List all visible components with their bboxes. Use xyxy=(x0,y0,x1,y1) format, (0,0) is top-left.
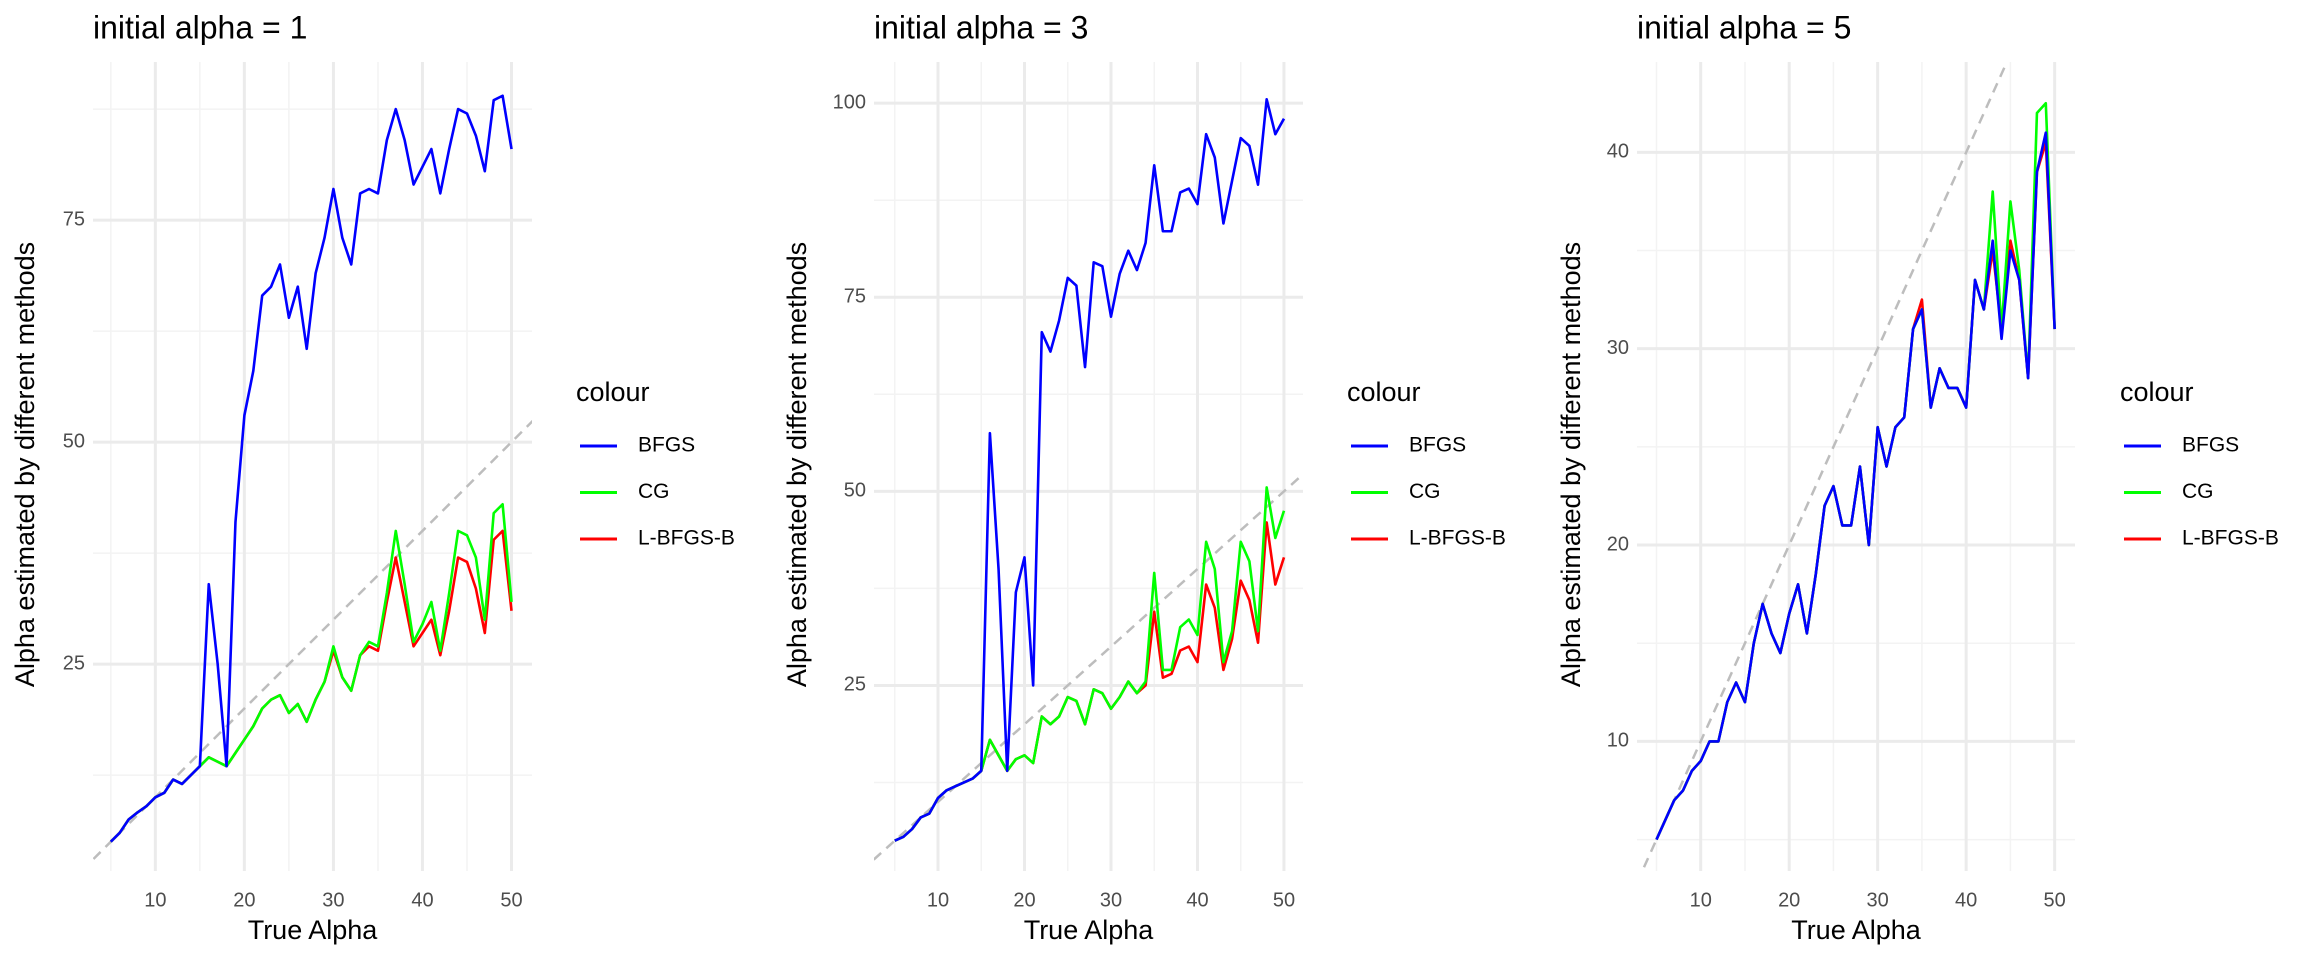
legend-title: colour xyxy=(1347,377,1421,407)
x-axis-label: True Alpha xyxy=(248,915,379,945)
legend-label: BFGS xyxy=(1409,434,1466,457)
x-tick-label: 20 xyxy=(1013,889,1035,911)
series-line xyxy=(1655,101,2056,841)
reference-line xyxy=(93,419,532,862)
panel: 10 20 30 40 50 25 50 75 initial alpha = 1 True Al… xyxy=(10,9,735,945)
y-tick-label: 40 xyxy=(1607,141,1629,163)
x-tick-label: 30 xyxy=(322,889,344,911)
y-tick-label: 30 xyxy=(1607,337,1629,359)
legend-label: L-BFGS-B xyxy=(1409,527,1506,550)
y-tick-label: 10 xyxy=(1607,730,1629,752)
chart-title: initial alpha = 1 xyxy=(93,9,307,45)
chart-title: initial alpha = 3 xyxy=(874,9,1088,45)
legend-title: colour xyxy=(2120,377,2194,407)
x-tick-label: 10 xyxy=(1690,889,1712,911)
legend-label: CG xyxy=(638,480,670,503)
x-tick-label: 10 xyxy=(927,889,949,911)
x-tick-label: 40 xyxy=(411,889,433,911)
x-tick-label: 20 xyxy=(233,889,255,911)
chart-title: initial alpha = 5 xyxy=(1637,9,1851,45)
y-tick-label: 25 xyxy=(844,674,866,696)
y-axis-label: Alpha estimated by different methods xyxy=(10,242,40,687)
y-tick-label: 50 xyxy=(844,480,866,502)
series-line xyxy=(1655,131,2056,841)
y-axis-label: Alpha estimated by different methods xyxy=(782,242,812,687)
panel: 10 20 30 40 50 10 20 30 40 initial alpha = 5 True … xyxy=(1556,9,2279,945)
y-tick-label: 100 xyxy=(833,91,866,113)
x-axis-label: True Alpha xyxy=(1024,915,1155,945)
legend-label: L-BFGS-B xyxy=(2182,527,2279,550)
x-tick-label: 40 xyxy=(1186,889,1208,911)
x-tick-label: 10 xyxy=(144,889,166,911)
x-tick-label: 30 xyxy=(1867,889,1889,911)
y-axis-label: Alpha estimated by different methods xyxy=(1556,242,1586,687)
legend-title: colour xyxy=(576,377,650,407)
x-tick-label: 50 xyxy=(1273,889,1295,911)
y-tick-label: 25 xyxy=(63,652,85,674)
panel: 10 20 30 40 50 25 50 75 100 initial alpha = 3 True… xyxy=(782,9,1506,945)
legend-label: BFGS xyxy=(2182,434,2239,457)
x-tick-label: 50 xyxy=(500,889,522,911)
legend-label: CG xyxy=(1409,480,1441,503)
series-line xyxy=(894,97,1286,842)
x-tick-label: 30 xyxy=(1100,889,1122,911)
y-tick-label: 75 xyxy=(844,286,866,308)
series-line xyxy=(109,94,513,843)
y-tick-label: 75 xyxy=(63,208,85,230)
legend-label: L-BFGS-B xyxy=(638,527,735,550)
y-tick-label: 20 xyxy=(1607,533,1629,555)
x-tick-label: 20 xyxy=(1778,889,1800,911)
series-line xyxy=(894,521,1286,842)
legend-label: CG xyxy=(2182,480,2214,503)
x-axis-label: True Alpha xyxy=(1791,915,1922,945)
series-line xyxy=(109,502,513,843)
legend-label: BFGS xyxy=(638,434,695,457)
y-tick-label: 50 xyxy=(63,430,85,452)
x-tick-label: 40 xyxy=(1955,889,1977,911)
reference-line xyxy=(1640,62,2009,871)
x-tick-label: 50 xyxy=(2044,889,2066,911)
